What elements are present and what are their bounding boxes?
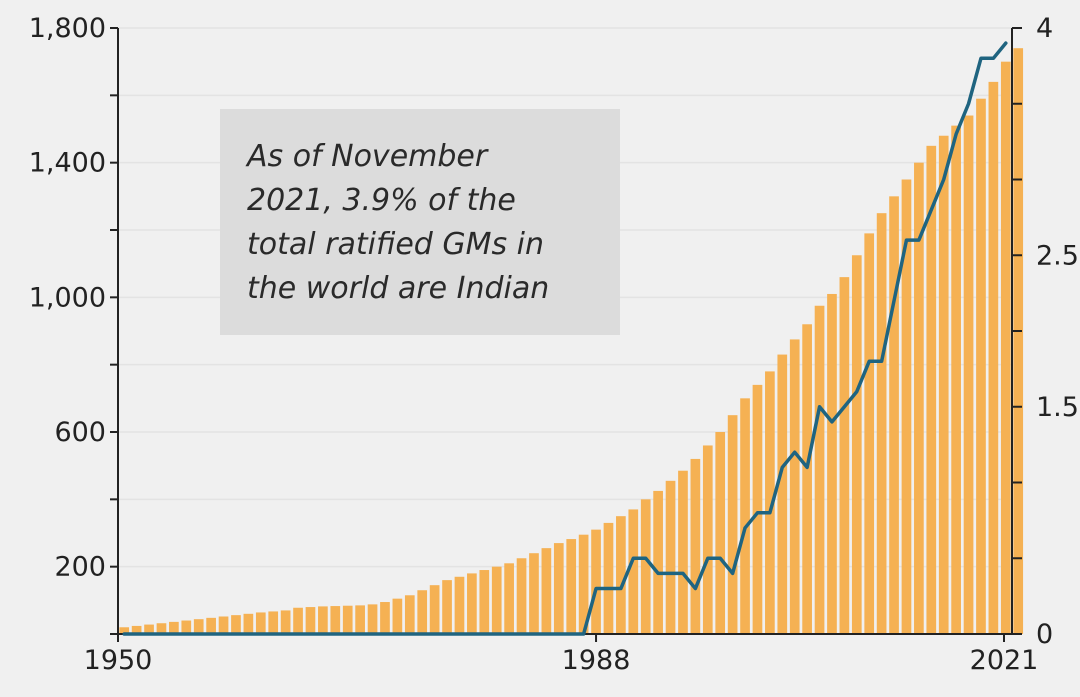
bar-1952 <box>144 624 154 634</box>
bar-1955 <box>181 620 192 634</box>
bar-2003 <box>777 354 788 634</box>
bar-1970 <box>367 604 378 634</box>
bar-1960 <box>243 613 254 634</box>
bar-2000 <box>740 398 750 634</box>
left-tick-label: 600 <box>54 417 106 448</box>
bar-1967 <box>330 606 341 634</box>
bar-1974 <box>417 590 428 634</box>
line-series <box>122 41 1008 636</box>
bar-1987 <box>578 534 589 634</box>
bar-1982 <box>516 558 527 634</box>
bar-1962 <box>268 611 279 634</box>
bar-1980 <box>491 566 502 634</box>
bar-1997 <box>702 445 713 634</box>
x-tick-label: 1988 <box>562 645 631 676</box>
x-tick-label: 2021 <box>970 645 1039 676</box>
left-tick-label: 1,000 <box>29 282 106 313</box>
x-tick-label: 1950 <box>84 645 153 676</box>
bar-2014 <box>914 162 924 635</box>
bar-1996 <box>690 458 701 634</box>
bar-1988 <box>591 529 601 634</box>
bar-1953 <box>156 623 167 634</box>
bar-2001 <box>752 384 763 634</box>
bar-1959 <box>231 615 241 634</box>
bar-1993 <box>653 490 663 634</box>
bar-1951 <box>131 625 142 634</box>
left-tick-label: 1,800 <box>29 13 106 44</box>
bar-1966 <box>318 606 328 634</box>
bar-1964 <box>293 607 303 634</box>
bar-1963 <box>280 610 291 634</box>
annotation-line: the world are Indian <box>247 271 550 306</box>
bar-1978 <box>467 573 477 634</box>
bar-2012 <box>889 196 899 634</box>
bar-1975 <box>429 585 440 634</box>
bar-2020 <box>988 81 999 635</box>
bar-1956 <box>193 619 204 634</box>
right-tick-label: 1.5 <box>1036 392 1079 423</box>
tick-labels: 200 600 1,000 1,400 1,800 0 1.5 2.5 4 1950 1988 202… <box>29 13 1079 676</box>
bar-2015 <box>926 145 937 634</box>
bar-1957 <box>206 617 216 634</box>
bar-1968 <box>342 605 353 634</box>
bar-1965 <box>305 607 316 634</box>
bar-2018 <box>963 115 974 634</box>
bar-2006 <box>814 305 825 634</box>
bar-1989 <box>603 522 614 634</box>
bar-2002 <box>765 371 775 634</box>
left-tick-label: 200 <box>54 552 106 583</box>
bar-1995 <box>678 470 688 634</box>
bar-2005 <box>802 324 812 634</box>
bar-1981 <box>504 563 514 634</box>
bar-1954 <box>169 621 179 634</box>
bar-1977 <box>454 576 465 634</box>
bar-2021 <box>1000 61 1011 635</box>
bar-2010 <box>864 233 875 634</box>
bar-1983 <box>529 553 539 634</box>
bar-2013 <box>901 179 912 634</box>
bar-1990 <box>616 516 626 634</box>
bar-1985 <box>553 543 564 634</box>
bar-1986 <box>566 539 577 634</box>
bar-1971 <box>380 602 390 634</box>
bar-2004 <box>789 339 800 634</box>
annotation-line: As of November <box>247 139 488 174</box>
bar-1979 <box>479 570 490 634</box>
right-tick-label: 4 <box>1036 13 1053 44</box>
bar-1976 <box>442 580 452 634</box>
right-tick-label: 2.5 <box>1036 240 1079 271</box>
bar-series <box>119 48 1024 635</box>
bar-1991 <box>628 509 639 634</box>
annotation-line: 2021, 3.9% of the <box>247 183 516 218</box>
bar-2016 <box>938 135 949 635</box>
left-tick-label: 1,400 <box>29 148 106 179</box>
bar-2009 <box>851 255 862 634</box>
bar-2008 <box>839 277 850 634</box>
bar-1984 <box>541 548 552 634</box>
bar-1972 <box>392 598 403 634</box>
bar-2019 <box>976 98 986 634</box>
annotation-box: As of November 2021, 3.9% of the total r… <box>220 109 620 335</box>
indian-gm-share-line <box>122 41 1008 636</box>
bar-1958 <box>218 616 229 634</box>
bar-2007 <box>827 293 837 634</box>
bar-1992 <box>640 499 651 634</box>
bar-1950 <box>119 627 130 634</box>
bar-1973 <box>404 595 415 634</box>
bar-2017 <box>951 125 961 634</box>
bar-1961 <box>255 612 266 634</box>
bar-2011 <box>876 213 887 635</box>
bar-1998 <box>715 432 726 634</box>
bar-1999 <box>727 415 738 634</box>
bar-1994 <box>665 480 676 634</box>
annotation-line: total ratified GMs in <box>247 227 545 262</box>
bar-1969 <box>355 605 365 634</box>
right-tick-label: 0 <box>1036 619 1053 650</box>
bar-2022 <box>1013 48 1024 634</box>
